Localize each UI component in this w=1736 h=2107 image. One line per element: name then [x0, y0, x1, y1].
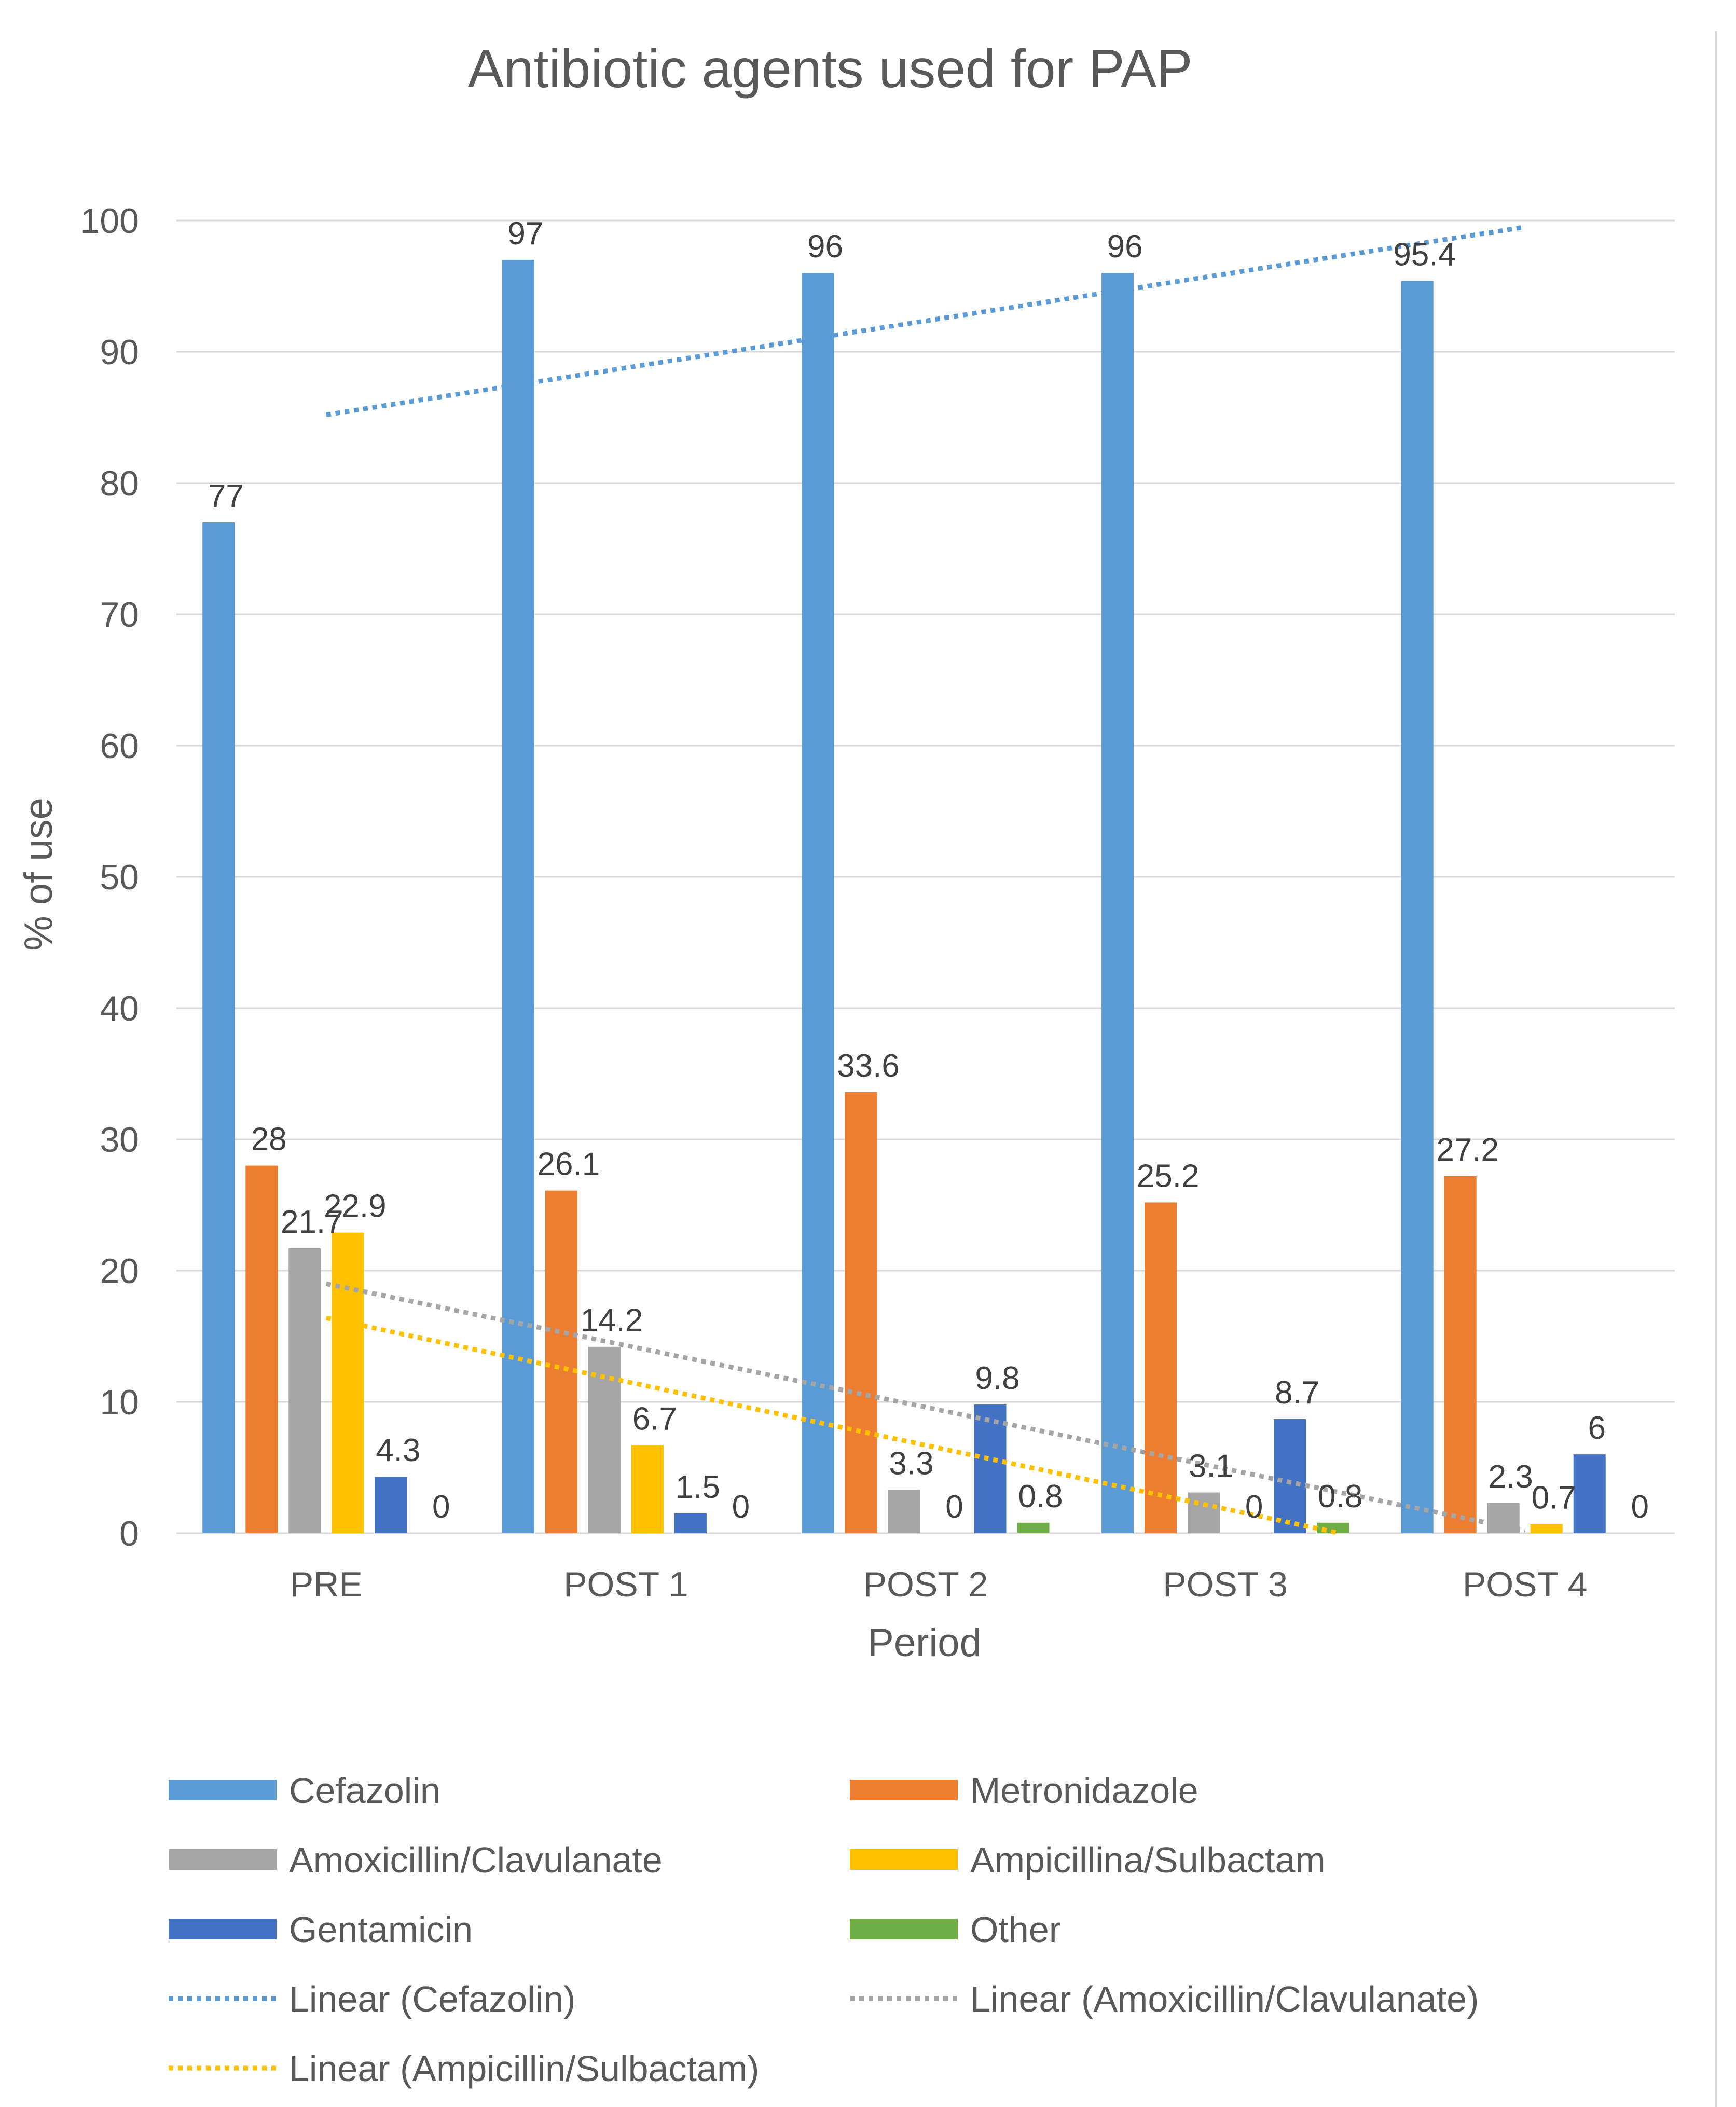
x-tick-label: POST 4	[1463, 1565, 1588, 1604]
data-label: 0	[945, 1489, 963, 1525]
bar-ampicillina-sulbactam	[332, 1232, 364, 1533]
data-label: 97	[507, 216, 543, 252]
trendline-linear-cefazolin	[326, 225, 1525, 417]
data-label: 0	[1245, 1489, 1263, 1525]
data-label: 0	[432, 1489, 450, 1525]
bar-ampicillina-sulbactam	[1530, 1524, 1563, 1533]
x-tick-label: POST 1	[563, 1565, 688, 1604]
legend-swatch	[169, 1780, 277, 1800]
bar-amoxicillin-clavulanate	[1487, 1503, 1520, 1533]
data-label: 0.8	[1018, 1479, 1063, 1514]
legend: Cefazolin Metronidazole Amoxicillin/Clavul…	[169, 1770, 1479, 2089]
data-label: 3.1	[1189, 1449, 1233, 1484]
data-label: 6.7	[632, 1401, 677, 1437]
y-tick-label: 20	[100, 1251, 139, 1291]
bar-ampicillina-sulbactam	[631, 1445, 664, 1533]
legend-label: Gentamicin	[289, 1909, 473, 1950]
x-tick-label: PRE	[290, 1565, 363, 1604]
bar-cefazolin	[802, 273, 834, 1534]
bar-other	[1017, 1522, 1050, 1533]
data-label: 22.9	[324, 1189, 387, 1224]
legend-label: Amoxicillin/Clavulanate	[289, 1840, 663, 1880]
data-label: 77	[208, 478, 244, 514]
bar-metronidazole	[1444, 1176, 1477, 1533]
legend-label: Linear (Amoxicillin/Clavulanate)	[970, 1979, 1479, 2019]
data-label: 27.2	[1436, 1132, 1499, 1168]
y-tick-label: 60	[100, 726, 139, 766]
x-axis-title: Period	[867, 1621, 982, 1665]
trendline-linear-ampicillin-sulbactam	[325, 1315, 1340, 1536]
data-label: 26.1	[538, 1147, 600, 1182]
legend-label: Cefazolin	[289, 1770, 440, 1811]
bar-gentamicin	[375, 1477, 407, 1533]
bar-metronidazole	[545, 1190, 577, 1533]
data-label: 96	[807, 229, 843, 265]
legend-label: Linear (Cefazolin)	[289, 1979, 575, 2019]
x-tick-label: POST 3	[1163, 1565, 1288, 1604]
bar-gentamicin	[674, 1513, 707, 1533]
data-label: 14.2	[581, 1303, 643, 1339]
y-tick-label: 90	[100, 333, 139, 372]
y-axis-title: % of use	[17, 797, 61, 951]
y-tick-label: 50	[100, 858, 139, 897]
y-tick-label: 0	[119, 1514, 139, 1553]
data-label: 28	[251, 1122, 287, 1158]
y-tick-label: 100	[80, 201, 139, 241]
bar-gentamicin	[1573, 1454, 1606, 1533]
data-label: 0.8	[1318, 1479, 1362, 1514]
bar-gentamicin	[1274, 1419, 1306, 1533]
data-label: 0.7	[1532, 1480, 1576, 1516]
y-axis-ticks: 0 10 20 30 40 50 60 70 80 90 100	[80, 201, 139, 1553]
chart-title: Antibiotic agents used for PAP	[467, 39, 1192, 99]
y-tick-label: 40	[100, 989, 139, 1028]
data-label: 33.6	[837, 1048, 900, 1084]
bar-metronidazole	[245, 1165, 278, 1533]
data-label: 0	[1631, 1489, 1648, 1525]
data-label: 6	[1588, 1410, 1605, 1446]
legend-label: Ampicillina/Sulbactam	[970, 1840, 1326, 1880]
bar-amoxicillin-clavulanate	[288, 1248, 321, 1533]
bar-cefazolin	[502, 259, 534, 1534]
data-labels: 77 97 96 96 95.4 28 26.1 33.6 25.2 27.2 21.7 14.2 3.…	[208, 216, 1649, 1525]
bar-metronidazole	[1145, 1202, 1177, 1533]
legend-swatch	[169, 1919, 277, 1939]
bar-amoxicillin-clavulanate	[1188, 1492, 1220, 1533]
data-label: 0	[732, 1489, 750, 1525]
data-label: 1.5	[676, 1469, 720, 1505]
legend-label: Other	[970, 1909, 1061, 1950]
legend-label: Linear (Ampicillin/Sulbactam)	[289, 2048, 759, 2089]
legend-swatch	[850, 1849, 958, 1870]
data-label: 25.2	[1137, 1158, 1200, 1194]
data-label: 4.3	[376, 1433, 420, 1468]
bar-cefazolin	[1401, 281, 1434, 1534]
data-label: 95.4	[1393, 237, 1456, 272]
legend-swatch	[850, 1780, 958, 1800]
y-tick-label: 30	[100, 1120, 139, 1160]
legend-swatch	[850, 1919, 958, 1939]
y-tick-label: 80	[100, 464, 139, 503]
legend-swatch	[169, 1849, 277, 1870]
x-tick-label: POST 2	[863, 1565, 988, 1604]
data-label: 2.3	[1489, 1459, 1533, 1495]
data-label: 9.8	[975, 1360, 1019, 1396]
bar-cefazolin	[1101, 273, 1134, 1534]
trendlines	[325, 225, 1526, 1536]
x-axis-ticks: PRE POST 1 POST 2 POST 3 POST 4	[290, 1565, 1588, 1604]
bars	[202, 259, 1606, 1534]
bar-amoxicillin-clavulanate	[888, 1490, 920, 1533]
y-tick-label: 10	[100, 1383, 139, 1422]
bar-cefazolin	[202, 522, 235, 1533]
data-label: 96	[1107, 229, 1143, 265]
legend-label: Metronidazole	[970, 1770, 1198, 1811]
data-label: 3.3	[889, 1446, 933, 1482]
data-label: 21.7	[281, 1204, 343, 1240]
y-tick-label: 70	[100, 595, 139, 635]
bar-metronidazole	[845, 1092, 877, 1533]
trendline-linear-amoxicillin-clavulanate	[325, 1281, 1526, 1533]
bar-gentamicin	[974, 1404, 1007, 1533]
data-label: 8.7	[1275, 1375, 1319, 1411]
